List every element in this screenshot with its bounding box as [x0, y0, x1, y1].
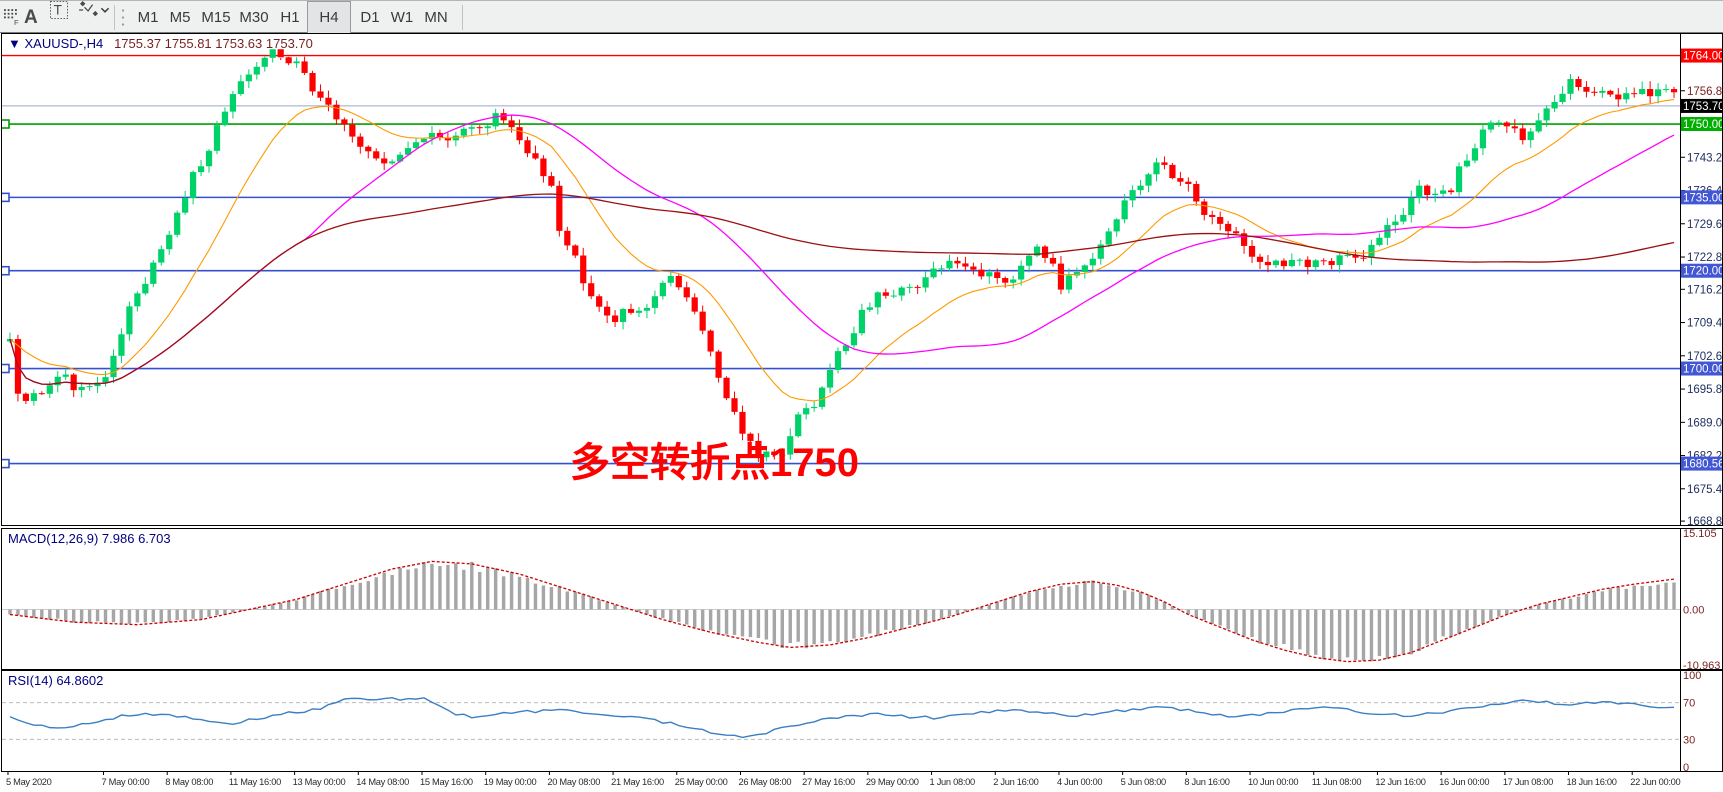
- svg-text:8 Jun 16:00: 8 Jun 16:00: [1184, 777, 1229, 787]
- svg-text:26 May 08:00: 26 May 08:00: [738, 777, 791, 787]
- svg-text:1756.80: 1756.80: [1687, 86, 1723, 98]
- svg-text:1720.00: 1720.00: [1683, 266, 1723, 278]
- svg-text:14 May 08:00: 14 May 08:00: [356, 777, 409, 787]
- svg-text:17 Jun 08:00: 17 Jun 08:00: [1503, 777, 1553, 787]
- svg-text:1668.80: 1668.80: [1687, 516, 1723, 526]
- svg-text:5 Jun 08:00: 5 Jun 08:00: [1121, 777, 1166, 787]
- svg-text:1680.56: 1680.56: [1683, 459, 1723, 471]
- svg-text:1735.00: 1735.00: [1683, 192, 1723, 204]
- svg-text:1700.00: 1700.00: [1683, 364, 1723, 376]
- svg-text:11 May 16:00: 11 May 16:00: [229, 777, 281, 787]
- svg-text:2 Jun 16:00: 2 Jun 16:00: [993, 777, 1038, 787]
- svg-text:8 May 08:00: 8 May 08:00: [165, 777, 213, 787]
- svg-text:18 Jun 16:00: 18 Jun 16:00: [1567, 777, 1617, 787]
- svg-text:11 Jun 08:00: 11 Jun 08:00: [1312, 777, 1362, 787]
- svg-text:1702.60: 1702.60: [1687, 351, 1723, 363]
- svg-text:1 Jun 08:00: 1 Jun 08:00: [930, 777, 975, 787]
- svg-text:22 Jun 00:00: 22 Jun 00:00: [1630, 777, 1680, 787]
- svg-text:70: 70: [1683, 698, 1695, 710]
- svg-text:5 May 2020: 5 May 2020: [6, 777, 52, 787]
- svg-text:1709.40: 1709.40: [1687, 318, 1723, 330]
- svg-text:100: 100: [1683, 671, 1701, 682]
- svg-text:4 Jun 00:00: 4 Jun 00:00: [1057, 777, 1102, 787]
- svg-text:15.105: 15.105: [1683, 529, 1717, 540]
- svg-text:29 May 00:00: 29 May 00:00: [866, 777, 919, 787]
- svg-text:1675.40: 1675.40: [1687, 484, 1723, 496]
- svg-text:1689.00: 1689.00: [1687, 417, 1723, 429]
- svg-text:21 May 16:00: 21 May 16:00: [611, 777, 664, 787]
- svg-text:-10.963: -10.963: [1683, 660, 1720, 670]
- svg-text:15 May 16:00: 15 May 16:00: [420, 777, 473, 787]
- svg-text:1753.70: 1753.70: [1683, 101, 1723, 113]
- svg-text:25 May 00:00: 25 May 00:00: [675, 777, 728, 787]
- svg-text:F: F: [14, 18, 19, 27]
- svg-text:10 Jun 00:00: 10 Jun 00:00: [1248, 777, 1298, 787]
- svg-text:0.00: 0.00: [1683, 604, 1704, 616]
- svg-text:27 May 16:00: 27 May 16:00: [802, 777, 855, 787]
- svg-text:1722.80: 1722.80: [1687, 252, 1723, 264]
- svg-text:1716.20: 1716.20: [1687, 284, 1723, 296]
- svg-text:1764.00: 1764.00: [1683, 51, 1723, 63]
- svg-text:多空转折点1750: 多空转折点1750: [570, 441, 859, 485]
- svg-text:13 May 00:00: 13 May 00:00: [293, 777, 346, 787]
- svg-text:30: 30: [1683, 734, 1695, 746]
- svg-text:16 Jun 00:00: 16 Jun 00:00: [1439, 777, 1489, 787]
- svg-text:7 May 00:00: 7 May 00:00: [102, 777, 150, 787]
- svg-text:1743.20: 1743.20: [1687, 152, 1723, 164]
- svg-text:19 May 00:00: 19 May 00:00: [484, 777, 537, 787]
- svg-text:T: T: [54, 3, 62, 18]
- svg-text:1729.60: 1729.60: [1687, 219, 1723, 231]
- svg-text:1695.80: 1695.80: [1687, 384, 1723, 396]
- svg-text:20 May 08:00: 20 May 08:00: [547, 777, 600, 787]
- svg-text:0: 0: [1683, 762, 1689, 772]
- svg-text:1750.00: 1750.00: [1683, 119, 1723, 131]
- svg-text:12 Jun 16:00: 12 Jun 16:00: [1375, 777, 1425, 787]
